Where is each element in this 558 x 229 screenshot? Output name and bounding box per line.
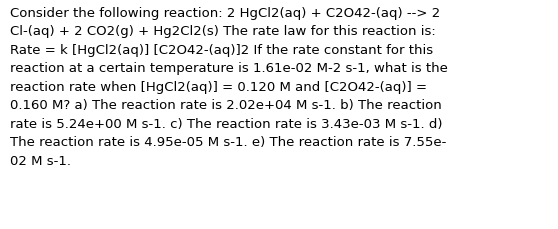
- Text: Consider the following reaction: 2 HgCl2(aq) + C2O42-(aq) --> 2
Cl-(aq) + 2 CO2(: Consider the following reaction: 2 HgCl2…: [10, 7, 448, 167]
